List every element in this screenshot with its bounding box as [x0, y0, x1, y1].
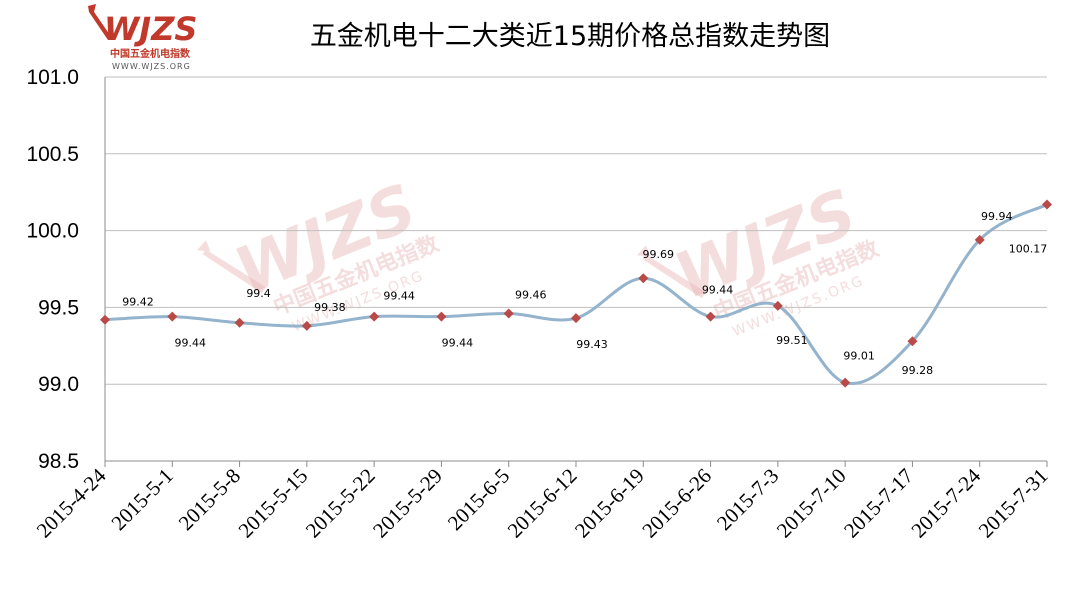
data-label: 99.28	[902, 364, 934, 377]
logo: WJZS 中国五金机电指数 WWW.WJZS.ORG	[88, 4, 197, 71]
data-label: 99.51	[776, 334, 808, 347]
data-point	[503, 308, 514, 319]
x-tick-labels: 2015-4-242015-5-12015-5-82015-5-152015-5…	[32, 463, 1053, 542]
y-tick-label: 100.5	[26, 143, 79, 166]
y-tick-label: 99.5	[38, 296, 79, 319]
data-point	[301, 320, 312, 331]
x-tick-label: 2015-5-15	[234, 464, 313, 543]
data-labels: 99.42 99.44 99.4 99.38 99.44 99.44 99.46 99.43 9…	[122, 210, 1047, 377]
chart-title: 五金机电十二大类近15期价格总指数走势图	[310, 21, 830, 52]
logo-url: WWW.WJZS.ORG	[112, 62, 191, 71]
data-point	[638, 273, 649, 284]
watermark-right: WJZS 中国五金机电指数 WWW.WJZS.ORG	[637, 176, 883, 340]
data-point	[974, 234, 985, 245]
data-point	[436, 311, 447, 322]
data-label: 99.4	[246, 287, 271, 300]
watermark-left: WJZS 中国五金机电指数 WWW.WJZS.ORG	[197, 171, 443, 335]
data-label: 99.44	[702, 284, 734, 297]
y-tick-labels: 98.5 99.0 99.5 100.0 100.5 101.0	[26, 66, 79, 473]
x-tick-label: 2015-4-24	[32, 463, 111, 542]
gridlines	[105, 76, 1047, 385]
data-point	[907, 336, 918, 347]
data-point	[840, 377, 851, 388]
logo-arrow-icon	[88, 4, 112, 40]
data-point	[1042, 199, 1052, 210]
data-label: 99.44	[175, 337, 207, 350]
x-tick-label: 2015-6-19	[570, 464, 649, 543]
x-tick-label: 2015-7-17	[839, 464, 918, 543]
data-label: 99.01	[843, 350, 875, 363]
data-label: 99.42	[122, 296, 154, 309]
data-label: 99.94	[981, 210, 1013, 223]
data-label: 99.69	[643, 248, 675, 261]
data-label: 99.38	[314, 301, 346, 314]
logo-subtitle: 中国五金机电指数	[110, 47, 191, 60]
x-tick-label: 2015-7-31	[974, 464, 1053, 543]
y-tick-label: 101.0	[26, 66, 79, 89]
axes	[104, 77, 1048, 467]
data-point	[772, 300, 783, 311]
watermark-arrow-icon	[637, 245, 706, 299]
watermark-arrow-icon	[197, 240, 266, 294]
x-tick-label: 2015-6-12	[503, 464, 582, 543]
data-point	[369, 311, 380, 322]
x-tick-label: 2015-7-10	[772, 464, 851, 543]
series-markers	[100, 199, 1052, 388]
series-line	[104, 203, 1048, 386]
x-tick-label: 2015-5-29	[368, 464, 447, 543]
data-label: 99.44	[383, 290, 415, 303]
y-tick-label: 100.0	[26, 220, 79, 243]
data-label: 99.46	[515, 289, 547, 302]
data-label: 100.17	[1009, 242, 1048, 255]
data-point	[234, 317, 245, 328]
data-label: 99.44	[442, 337, 474, 350]
data-point	[571, 313, 581, 324]
x-tick-label: 2015-5-22	[301, 464, 380, 543]
y-tick-label: 98.5	[38, 450, 79, 473]
data-point	[705, 311, 716, 322]
data-label: 99.43	[576, 338, 608, 351]
x-tick-label: 2015-7-24	[906, 463, 985, 542]
y-tick-label: 99.0	[38, 373, 79, 396]
data-point	[167, 311, 178, 322]
x-tick-label: 2015-6-26	[637, 464, 716, 543]
x-tick-label: 2015-5-1	[106, 464, 177, 535]
data-point	[100, 314, 110, 325]
series-line-path	[104, 203, 1048, 386]
logo-mark: WJZS	[104, 10, 197, 48]
